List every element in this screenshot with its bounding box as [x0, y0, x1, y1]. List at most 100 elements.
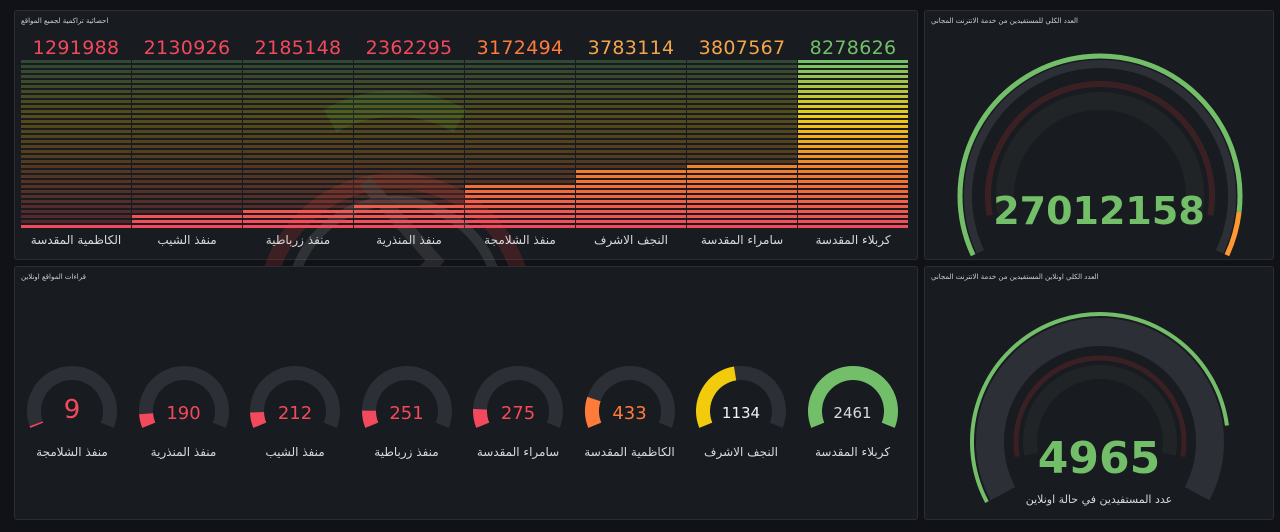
bar-gradient-stack [465, 60, 575, 230]
gauge-track [250, 366, 340, 428]
site-gauge [473, 366, 563, 428]
bar-segment [465, 175, 575, 178]
bar-segment [243, 200, 353, 203]
bar-segment [354, 165, 464, 168]
bar-segment [576, 205, 686, 208]
bar-segment [798, 185, 908, 188]
bar-column: 3783114 النجف الاشرف [576, 11, 686, 261]
bar-segment [243, 80, 353, 83]
bar-segment [21, 215, 131, 218]
bar-column: 2185148 منفذ زرباطية [243, 11, 353, 261]
bar-segment [132, 200, 242, 203]
bar-column: 8278626 كربلاء المقدسة [798, 11, 908, 261]
bar-segment [21, 205, 131, 208]
bar-segment [576, 165, 686, 168]
bar-segment [21, 190, 131, 193]
site-gauge-label: سامراء المقدسة [476, 445, 560, 459]
bar-segment [21, 170, 131, 173]
bar-segment [354, 170, 464, 173]
bar-segment [798, 110, 908, 113]
bar-segment [21, 80, 131, 83]
bar-segment [687, 120, 797, 123]
site-gauge-value: 433 [612, 403, 647, 424]
bar-value: 3783114 [587, 37, 675, 59]
bar-segment [21, 225, 131, 228]
bar-segment [354, 220, 464, 223]
bar-segment [687, 215, 797, 218]
bar-segment [687, 175, 797, 178]
bar-segment [354, 130, 464, 133]
site-gauge [807, 366, 898, 428]
bar-segment [243, 160, 353, 163]
bar-segment [354, 205, 464, 208]
bar-segment [576, 95, 686, 98]
bar-column: 2362295 منفذ المنذرية [354, 11, 464, 261]
bar-value: 3807567 [698, 37, 786, 59]
bar-segment [354, 200, 464, 203]
bar-segment [576, 160, 686, 163]
bar-segment [354, 225, 464, 228]
bar-segment [354, 125, 464, 128]
bar-segment [354, 60, 464, 63]
site-gauge-value: 251 [389, 403, 424, 424]
site-gauge-label: منفذ زرباطية [374, 445, 439, 459]
bar-segment [21, 115, 131, 118]
bar-segment [465, 185, 575, 188]
bar-segment [465, 165, 575, 168]
bar-segment [132, 195, 242, 198]
bar-segment [21, 120, 131, 123]
bar-segment [132, 125, 242, 128]
bar-segment [576, 125, 686, 128]
bar-segment [21, 95, 131, 98]
bar-segment [132, 175, 242, 178]
bar-segment [21, 125, 131, 128]
bar-segment [243, 65, 353, 68]
bar-segment [687, 110, 797, 113]
bar-segment [243, 100, 353, 103]
bar-label: منفذ المنذرية [376, 233, 442, 247]
bar-segment [687, 130, 797, 133]
bar-segment [465, 100, 575, 103]
site-gauge-label: منفذ الشلامجة [36, 445, 108, 459]
bar-segment [687, 210, 797, 213]
total-beneficiaries-panel: العدد الكلي للمستفيدين من خدمة الانترنت … [924, 10, 1274, 260]
bar-segment [354, 145, 464, 148]
bar-segment [354, 95, 464, 98]
site-gauge [696, 366, 786, 428]
bar-segment [465, 60, 575, 63]
bar-segment [132, 220, 242, 223]
bar-segment [465, 150, 575, 153]
bar-segment [465, 145, 575, 148]
bar-segment [465, 210, 575, 213]
bar-segment [687, 200, 797, 203]
bar-segment [687, 95, 797, 98]
bar-segment [465, 160, 575, 163]
bar-segment [687, 65, 797, 68]
site-gauge-value: 9 [63, 395, 81, 425]
bar-label: سامراء المقدسة [700, 233, 784, 247]
bar-segment [465, 110, 575, 113]
bar-segment [243, 195, 353, 198]
bar-segment [132, 165, 242, 168]
bar-segment [354, 105, 464, 108]
bar-segment [465, 205, 575, 208]
bar-value: 2362295 [365, 37, 453, 59]
bar-segment [21, 70, 131, 73]
panel-title: العدد الكلي اونلاين المستفيدين من خدمة ا… [931, 273, 1099, 281]
total-gauge [957, 53, 1243, 257]
bar-segment [243, 210, 353, 213]
bar-segment [576, 130, 686, 133]
bar-segment [132, 180, 242, 183]
bar-segment [576, 80, 686, 83]
bar-segment [576, 220, 686, 223]
bar-segment [21, 110, 131, 113]
bar-segment [132, 225, 242, 228]
bar-segment [576, 185, 686, 188]
bar-segment [243, 135, 353, 138]
bar-segment [132, 70, 242, 73]
bar-segment [354, 160, 464, 163]
site-gauge [27, 366, 117, 428]
bar-segment [243, 115, 353, 118]
bar-gradient-stack [243, 60, 353, 230]
gauge-fill [138, 412, 155, 428]
